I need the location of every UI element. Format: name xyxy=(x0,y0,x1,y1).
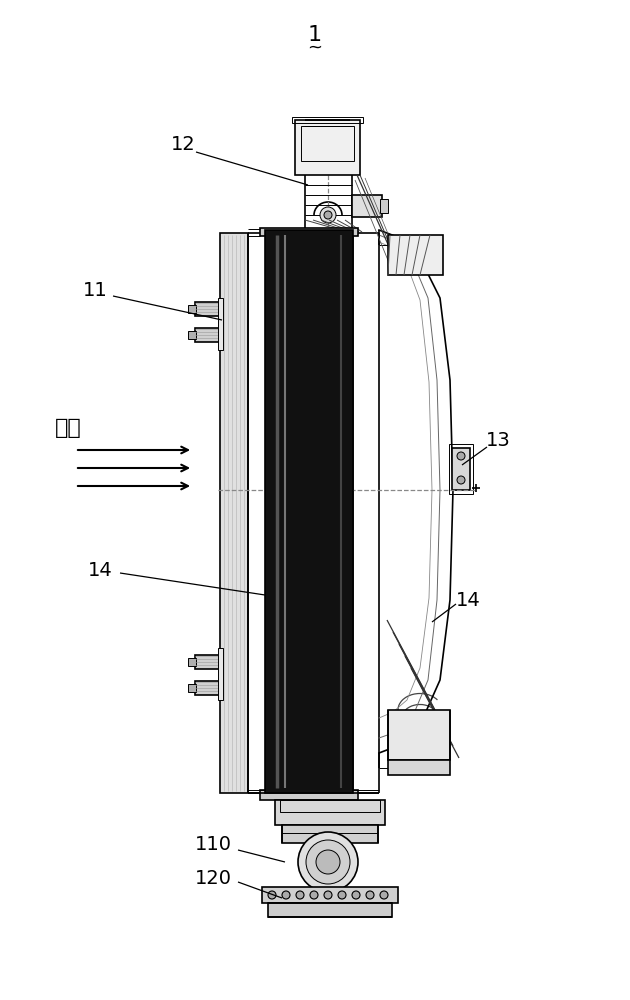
Circle shape xyxy=(282,891,290,899)
Text: 110: 110 xyxy=(195,836,231,854)
Circle shape xyxy=(457,476,465,484)
Text: 12: 12 xyxy=(171,135,195,154)
Bar xyxy=(195,655,221,669)
Circle shape xyxy=(457,452,465,460)
Circle shape xyxy=(324,891,332,899)
Circle shape xyxy=(316,850,340,874)
Bar xyxy=(275,800,385,825)
Circle shape xyxy=(366,891,374,899)
Circle shape xyxy=(352,891,360,899)
Bar xyxy=(218,298,223,350)
Bar xyxy=(380,199,388,213)
Bar xyxy=(218,648,223,700)
Bar xyxy=(195,681,221,695)
Circle shape xyxy=(338,891,346,899)
Text: 120: 120 xyxy=(195,868,231,888)
Bar xyxy=(260,790,358,800)
Bar xyxy=(195,302,221,316)
Text: 11: 11 xyxy=(83,280,107,300)
Circle shape xyxy=(306,840,350,884)
Bar xyxy=(292,117,363,123)
Bar xyxy=(452,448,470,490)
Bar xyxy=(262,887,398,903)
Bar xyxy=(220,233,248,793)
Bar xyxy=(388,710,450,760)
Text: 1: 1 xyxy=(308,25,322,45)
Circle shape xyxy=(298,832,358,892)
Circle shape xyxy=(310,891,318,899)
Bar xyxy=(188,684,196,692)
Bar xyxy=(352,195,382,217)
Bar xyxy=(188,331,196,339)
Text: 14: 14 xyxy=(455,590,480,609)
Bar xyxy=(265,230,353,793)
Text: 14: 14 xyxy=(88,560,112,580)
Bar xyxy=(188,658,196,666)
Bar xyxy=(301,126,354,161)
Bar xyxy=(449,444,473,494)
Bar xyxy=(295,120,360,175)
Circle shape xyxy=(296,891,304,899)
Bar xyxy=(195,328,221,342)
Circle shape xyxy=(268,891,276,899)
Circle shape xyxy=(320,207,336,223)
Bar xyxy=(388,760,450,775)
Bar xyxy=(268,903,392,917)
Circle shape xyxy=(324,211,332,219)
Text: 13: 13 xyxy=(486,430,510,450)
Bar xyxy=(188,305,196,313)
Text: ~: ~ xyxy=(307,39,323,57)
Bar xyxy=(280,800,380,812)
Text: 风向: 风向 xyxy=(55,418,82,438)
Circle shape xyxy=(380,891,388,899)
Bar xyxy=(260,228,358,236)
Bar xyxy=(282,825,378,843)
Bar xyxy=(388,235,443,275)
